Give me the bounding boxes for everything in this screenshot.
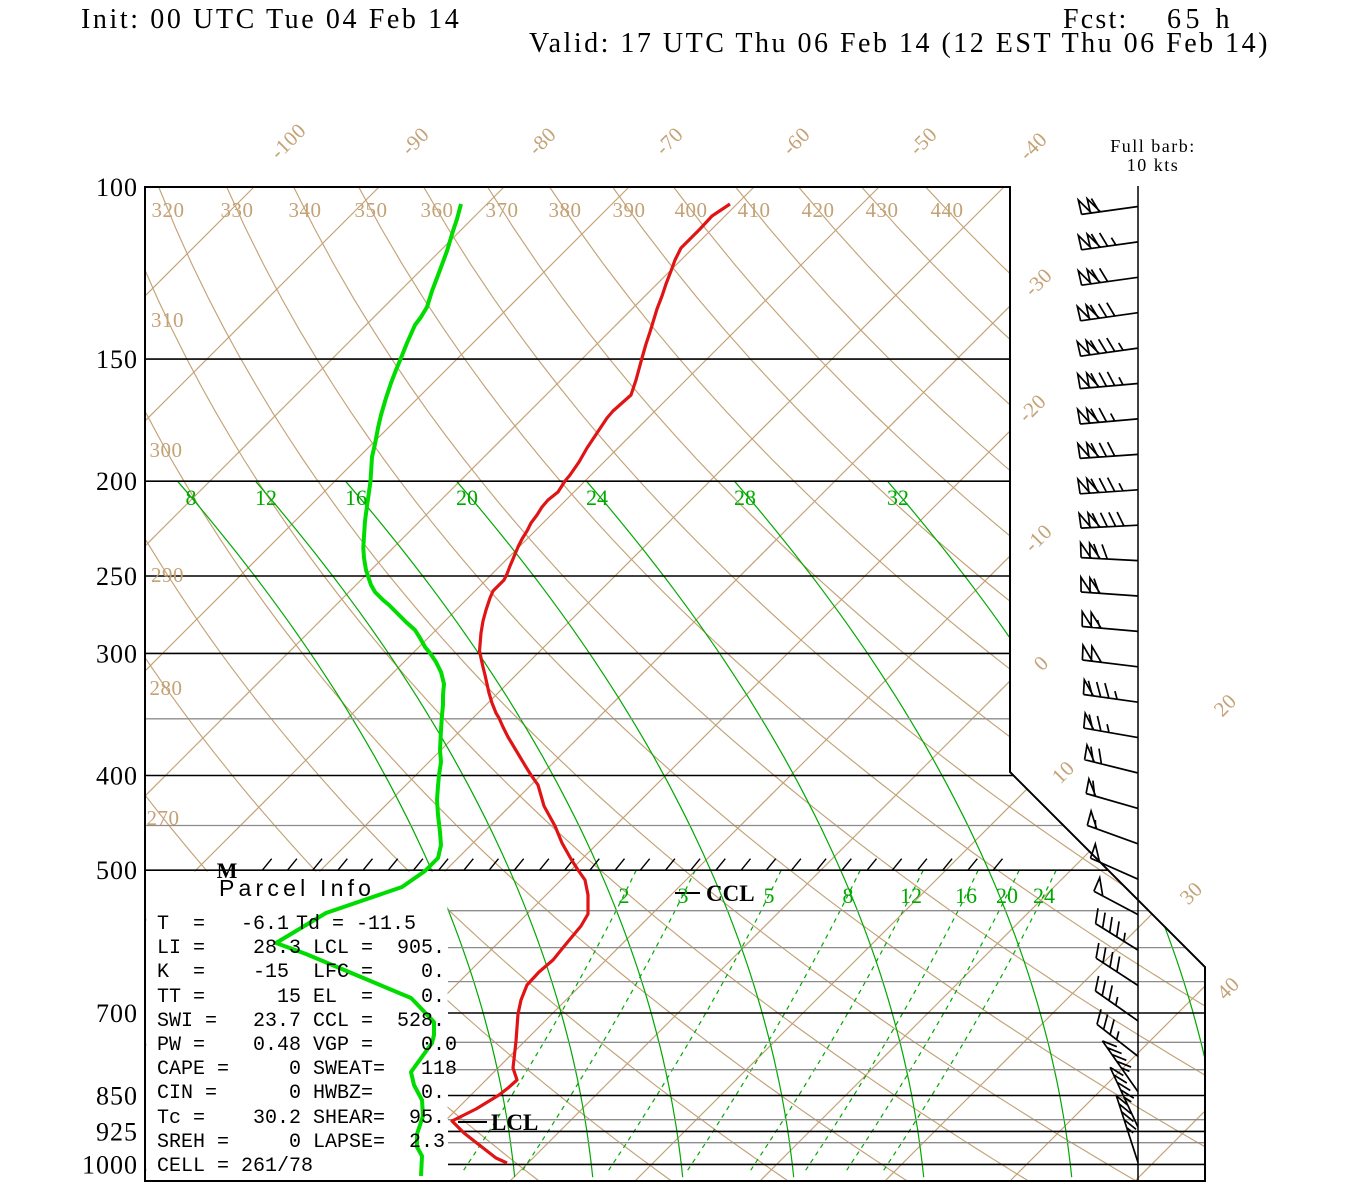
svg-text:HWBZ= 0.: HWBZ= 0.	[313, 1082, 445, 1105]
svg-text:8: 8	[843, 883, 854, 908]
svg-text:12: 12	[255, 485, 277, 510]
svg-text:LCL: LCL	[491, 1110, 538, 1135]
svg-text:PW = 0.48: PW = 0.48	[157, 1034, 301, 1057]
svg-text:CAPE = 0: CAPE = 0	[157, 1058, 301, 1081]
svg-text:310: 310	[151, 308, 184, 332]
svg-text:16: 16	[955, 883, 977, 908]
svg-text:250: 250	[96, 562, 138, 591]
svg-text:370: 370	[486, 198, 519, 222]
svg-text:24: 24	[1033, 883, 1055, 908]
svg-text:330: 330	[221, 198, 254, 222]
svg-text:350: 350	[355, 198, 388, 222]
svg-text:3: 3	[678, 883, 689, 908]
svg-text:TT = 15: TT = 15	[157, 986, 301, 1009]
svg-text:CIN = 0: CIN = 0	[157, 1082, 301, 1105]
svg-text:CELL = 261/78: CELL = 261/78	[157, 1155, 313, 1178]
svg-text:VGP = 0.0: VGP = 0.0	[313, 1034, 457, 1057]
svg-text:440: 440	[931, 198, 964, 222]
svg-text:290: 290	[151, 563, 184, 587]
svg-text:28: 28	[734, 485, 756, 510]
svg-text:400: 400	[96, 761, 138, 790]
svg-text:300: 300	[96, 639, 138, 668]
svg-text:CCL: CCL	[706, 881, 755, 906]
svg-text:925: 925	[96, 1117, 138, 1146]
svg-text:T = -6.1: T = -6.1	[157, 913, 289, 936]
svg-text:150: 150	[96, 345, 138, 374]
svg-text:32: 32	[887, 485, 909, 510]
svg-text:200: 200	[96, 467, 138, 496]
svg-text:Init: 00 UTC Tue 04 Feb 14: Init: 00 UTC Tue 04 Feb 14	[81, 4, 461, 35]
svg-text:SWI = 23.7: SWI = 23.7	[157, 1010, 301, 1033]
svg-text:SHEAR= 95.: SHEAR= 95.	[313, 1107, 445, 1130]
svg-text:24: 24	[586, 485, 608, 510]
svg-text:360: 360	[421, 198, 454, 222]
svg-text:20: 20	[996, 883, 1018, 908]
svg-text:390: 390	[613, 198, 646, 222]
svg-text:Td = -11.5: Td = -11.5	[296, 913, 416, 936]
svg-text:Tc = 30.2: Tc = 30.2	[157, 1107, 301, 1130]
svg-text:SREH = 0: SREH = 0	[157, 1131, 301, 1154]
svg-text:850: 850	[96, 1081, 138, 1110]
svg-text:5: 5	[764, 883, 775, 908]
svg-text:Parcel Info: Parcel Info	[219, 875, 375, 901]
svg-text:Full barb:: Full barb:	[1110, 136, 1196, 156]
svg-text:M: M	[217, 858, 238, 883]
svg-text:300: 300	[150, 438, 183, 462]
svg-text:10 kts: 10 kts	[1127, 155, 1180, 175]
svg-text:65 h: 65 h	[1167, 4, 1234, 35]
svg-text:100: 100	[96, 173, 138, 202]
svg-text:340: 340	[289, 198, 322, 222]
svg-text:EL = 0.: EL = 0.	[313, 986, 445, 1009]
svg-text:CCL = 528.: CCL = 528.	[313, 1010, 445, 1033]
svg-text:410: 410	[738, 198, 771, 222]
svg-text:Fcst:: Fcst:	[1063, 4, 1128, 35]
svg-text:LCL = 905.: LCL = 905.	[313, 937, 445, 960]
svg-text:LFC = 0.: LFC = 0.	[313, 961, 445, 984]
svg-text:K = -15: K = -15	[157, 961, 289, 984]
svg-text:LAPSE= 2.3: LAPSE= 2.3	[313, 1131, 445, 1154]
svg-text:280: 280	[150, 676, 183, 700]
svg-text:LI = 28.3: LI = 28.3	[157, 937, 301, 960]
svg-text:12: 12	[900, 883, 922, 908]
svg-text:16: 16	[345, 485, 367, 510]
svg-text:400: 400	[675, 198, 708, 222]
svg-text:2: 2	[619, 883, 630, 908]
svg-text:320: 320	[152, 198, 185, 222]
svg-text:1000: 1000	[82, 1150, 138, 1179]
svg-text:8: 8	[186, 485, 197, 510]
svg-text:430: 430	[866, 198, 899, 222]
svg-text:700: 700	[96, 999, 138, 1028]
svg-text:380: 380	[549, 198, 582, 222]
svg-text:500: 500	[96, 856, 138, 885]
svg-text:20: 20	[456, 485, 478, 510]
svg-text:270: 270	[147, 806, 180, 830]
svg-text:420: 420	[802, 198, 835, 222]
svg-text:SWEAT= 118: SWEAT= 118	[313, 1058, 457, 1081]
svg-text:Valid: 17 UTC Thu 06 Feb 14 (1: Valid: 17 UTC Thu 06 Feb 14 (12 EST Thu …	[529, 28, 1270, 59]
